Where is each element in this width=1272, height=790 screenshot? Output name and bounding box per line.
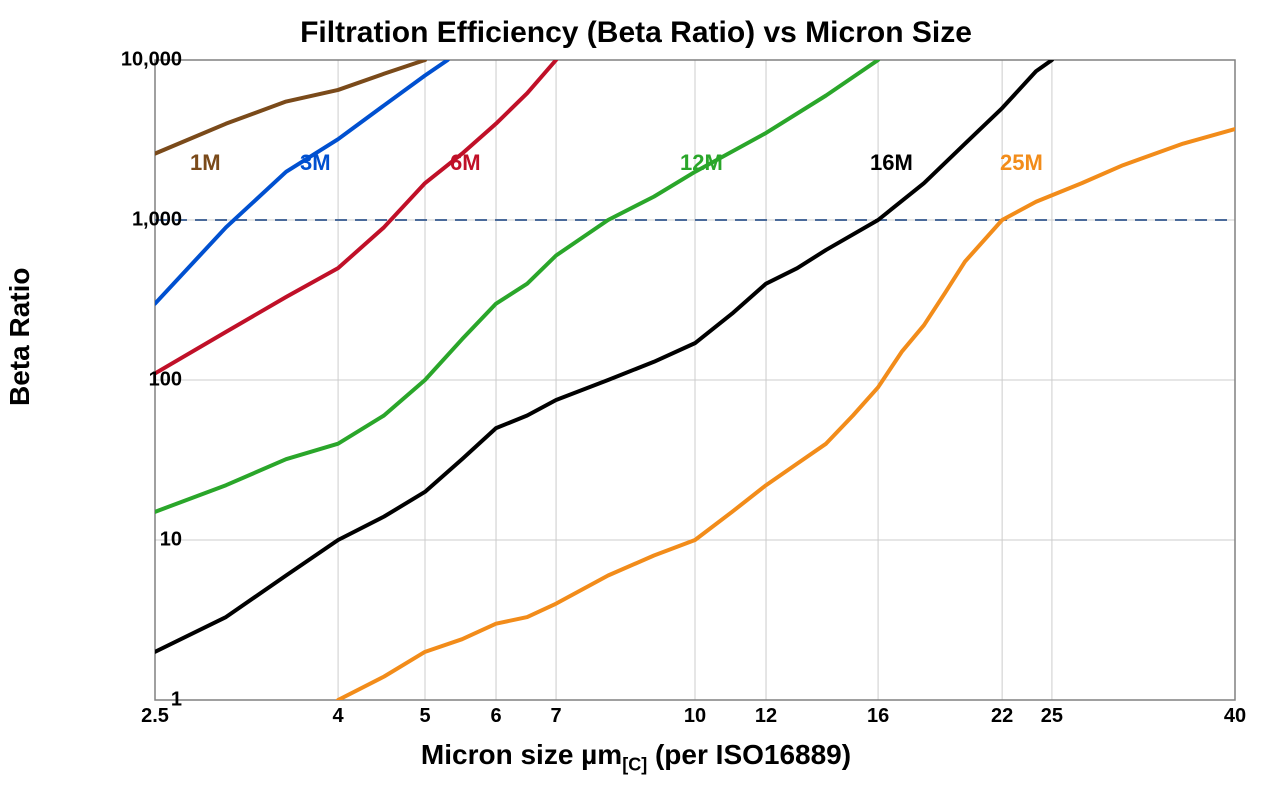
y-axis-label: Beta Ratio: [4, 268, 36, 406]
x-tick-label: 7: [526, 705, 586, 728]
series-label-1M: 1M: [190, 150, 221, 176]
x-tick-label: 4: [308, 705, 368, 728]
series-line-25M: [338, 129, 1235, 700]
series-line-12M: [155, 60, 878, 512]
series-label-25M: 25M: [1000, 150, 1043, 176]
y-tick-label: 10,000: [82, 49, 182, 72]
x-tick-label: 40: [1205, 705, 1265, 728]
series-label-12M: 12M: [680, 150, 723, 176]
series-label-3M: 3M: [300, 150, 331, 176]
x-tick-label: 12: [736, 705, 796, 728]
series-label-16M: 16M: [870, 150, 913, 176]
x-tick-label: 25: [1022, 705, 1082, 728]
y-tick-label: 1,000: [82, 209, 182, 232]
series-line-16M: [155, 60, 1052, 652]
x-tick-label: 16: [848, 705, 908, 728]
y-tick-label: 10: [82, 529, 182, 552]
x-axis-label: Micron size µm[C] (per ISO16889): [0, 739, 1272, 776]
chart-title: Filtration Efficiency (Beta Ratio) vs Mi…: [0, 16, 1272, 50]
x-tick-label: 2.5: [125, 705, 185, 728]
x-tick-label: 5: [395, 705, 455, 728]
x-tick-label: 10: [665, 705, 725, 728]
series-label-6M: 6M: [450, 150, 481, 176]
x-tick-label: 6: [466, 705, 526, 728]
y-tick-label: 100: [82, 369, 182, 392]
